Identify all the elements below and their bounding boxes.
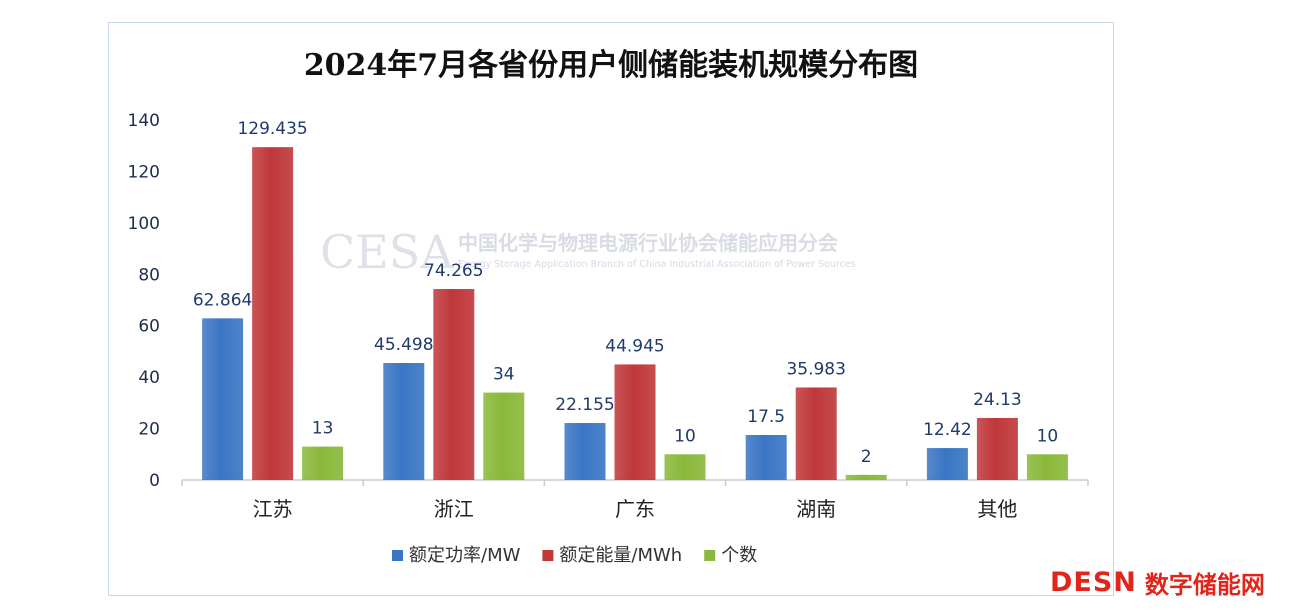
data-labels: 62.864 129.435 13 45.498 74.265 34 22.155 44.94… (193, 119, 1058, 467)
data-label: 10 (1037, 426, 1059, 446)
y-tick-label: 140 (128, 111, 160, 131)
bar (664, 454, 706, 480)
brand-logo-cn: 数字储能网 (1144, 570, 1265, 599)
legend-swatch (542, 550, 554, 561)
y-tick-label: 120 (128, 162, 160, 182)
bar (252, 147, 294, 480)
data-label: 10 (674, 426, 696, 446)
x-tick-label: 浙江 (434, 497, 474, 521)
legend-label: 个数 (721, 545, 757, 566)
bar (483, 392, 525, 480)
y-tick-label: 60 (138, 317, 160, 337)
data-label: 2 (861, 447, 872, 467)
data-label: 34 (493, 365, 515, 385)
y-tick-label: 100 (128, 214, 160, 234)
data-label: 35.983 (786, 359, 845, 379)
bar (202, 318, 244, 480)
watermark-logo: CESA (320, 225, 454, 279)
chart-title: 2024年7月各省份用户侧储能装机规模分布图 (303, 48, 919, 83)
bar (383, 363, 425, 480)
brand-logo-en: DESN (1050, 566, 1137, 598)
data-label: 44.945 (605, 336, 664, 356)
data-label: 62.864 (193, 290, 252, 310)
data-label: 13 (312, 419, 334, 439)
y-tick-label: 80 (138, 265, 160, 285)
watermark-org-name: 中国化学与物理电源行业协会储能应用分会 (458, 231, 838, 255)
brand-logo: DESN 数字储能网 (1050, 566, 1265, 599)
x-tick-label: 湖南 (796, 497, 836, 521)
x-tick-label: 其他 (977, 497, 1017, 521)
bar (1026, 454, 1068, 480)
y-tick-label: 40 (138, 368, 160, 388)
data-label: 24.13 (973, 390, 1022, 410)
bar (564, 423, 606, 480)
data-label: 129.435 (237, 119, 307, 139)
legend-label: 额定能量/MWh (559, 545, 682, 566)
x-tick-label: 江苏 (253, 497, 293, 521)
bar (433, 289, 475, 480)
bars (202, 147, 1068, 480)
data-label: 12.42 (923, 420, 972, 440)
legend-swatch (704, 550, 716, 561)
data-label: 45.498 (374, 335, 433, 355)
bar (302, 446, 344, 480)
watermark: CESA 中国化学与物理电源行业协会储能应用分会 Energy Storage … (320, 225, 856, 279)
legend-label: 额定功率/MW (409, 545, 521, 566)
legend-swatch (392, 550, 403, 561)
y-tick-label: 20 (138, 420, 160, 440)
bar (976, 417, 1018, 480)
legend: 额定功率/MW 额定能量/MWh 个数 (392, 545, 757, 566)
data-label: 74.265 (424, 261, 483, 281)
bar (745, 435, 787, 480)
data-label: 17.5 (747, 407, 785, 427)
y-tick-label: 0 (149, 471, 160, 491)
bar (926, 448, 968, 480)
watermark-org-name-en: Energy Storage Application Branch of Chi… (458, 259, 856, 270)
bar (614, 364, 656, 480)
bar (795, 387, 837, 480)
x-tick-label: 广东 (615, 497, 655, 521)
data-label: 22.155 (555, 395, 614, 415)
bar (845, 474, 887, 480)
